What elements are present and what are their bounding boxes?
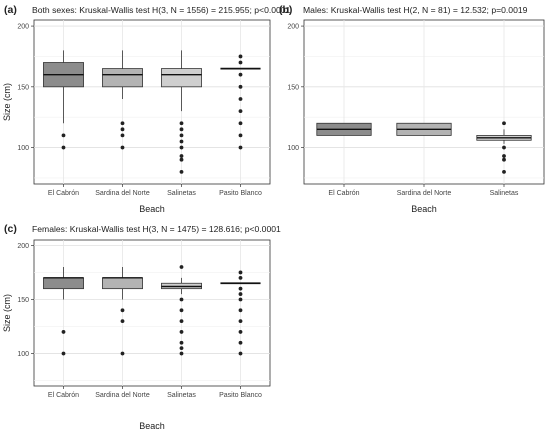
outlier-point (120, 308, 125, 313)
outlier-point (238, 297, 243, 302)
outlier-point (120, 127, 125, 132)
outlier-point (179, 330, 184, 334)
outlier-point (502, 154, 506, 158)
box-body (43, 277, 84, 290)
panel-b-title: Males: Kruskal-Wallis test H(2, N = 81) … (303, 5, 528, 15)
panel-b-ytick-label: 200 (287, 24, 299, 31)
outlier-point (502, 121, 506, 126)
outlier-point (238, 109, 243, 114)
outlier-point (238, 308, 243, 313)
panel-b-xtick-label: Salinetas (490, 190, 519, 197)
outlier-point (179, 154, 184, 158)
panel-c-ytick-label: 150 (17, 297, 29, 304)
outlier-point (179, 265, 184, 269)
panel-c-y-axis-title: Size (cm) (2, 294, 12, 332)
outlier-point (61, 351, 66, 356)
panel-a-xtick-label: El Cabrón (48, 190, 79, 197)
outlier-point (238, 351, 243, 356)
panel-a-xtick-label: Sardina del Norte (95, 190, 150, 197)
panel-b-ytick-label: 100 (287, 145, 299, 152)
outlier-point (179, 157, 184, 162)
outlier-point (502, 157, 506, 162)
panel-a-ytick-label: 100 (17, 145, 29, 152)
outlier-point (238, 133, 243, 138)
panel-a-label: (a) (4, 4, 17, 16)
outlier-point (179, 351, 184, 356)
outlier-point (120, 145, 125, 150)
outlier-point (238, 340, 243, 345)
outlier-point (238, 286, 243, 291)
panel-a-y-axis-title: Size (cm) (2, 83, 12, 121)
outlier-point (238, 275, 243, 280)
panel-c-x-axis-title: Beach (139, 421, 165, 431)
panel-a-x-axis-title: Beach (139, 204, 165, 214)
panel-c-xtick-label: Salinetas (167, 392, 196, 399)
panel-c-title: Females: Kruskal-Wallis test H(3, N = 14… (32, 224, 281, 234)
panel-a-frame (33, 19, 271, 185)
panel-a-xtick-label: Salinetas (167, 190, 196, 197)
panel-a-xtick-label: Pasito Blanco (219, 190, 262, 197)
outlier-point (179, 127, 184, 132)
outlier-point (179, 319, 184, 324)
outlier-point (502, 169, 506, 174)
panel-c-ytick-label: 100 (17, 351, 29, 358)
outlier-point (238, 72, 243, 77)
outlier-point (120, 351, 125, 356)
outlier-point (61, 330, 66, 334)
panel-b-x-axis-title: Beach (411, 204, 437, 214)
box-body (102, 68, 143, 88)
outlier-point (179, 139, 184, 144)
box-body (102, 277, 143, 290)
outlier-point (238, 270, 243, 275)
panel-c-frame (33, 239, 271, 387)
panel-b-xtick-label: El Cabrón (328, 190, 359, 197)
outlier-point (120, 133, 125, 138)
outlier-point (179, 308, 184, 313)
outlier-point (120, 121, 125, 126)
outlier-point (238, 60, 243, 65)
panel-b-xtick-label: Sardina del Norte (397, 190, 452, 197)
outlier-point (179, 121, 184, 126)
panel-a-ytick-label: 200 (17, 24, 29, 31)
outlier-point (238, 97, 243, 101)
outlier-point (179, 169, 184, 174)
outlier-point (238, 121, 243, 126)
panel-b-label: (b) (279, 4, 293, 16)
panel-c-xtick-label: El Cabrón (48, 392, 79, 399)
outlier-point (120, 319, 125, 324)
outlier-point (238, 54, 243, 59)
panel-c-xtick-label: Sardina del Norte (95, 392, 150, 399)
outlier-point (502, 145, 506, 150)
outlier-point (238, 145, 243, 150)
panel-b-ytick-label: 150 (287, 84, 299, 91)
outlier-point (179, 145, 184, 150)
panel-c-xtick-label: Pasito Blanco (219, 392, 262, 399)
outlier-point (179, 346, 184, 351)
outlier-point (61, 145, 66, 150)
outlier-point (238, 330, 243, 334)
outlier-point (179, 133, 184, 138)
outlier-point (179, 297, 184, 302)
outlier-point (238, 292, 243, 296)
panel-c-ytick-label: 200 (17, 243, 29, 250)
panel-a-title: Both sexes: Kruskal-Wallis test H(3, N =… (32, 5, 291, 15)
outlier-point (61, 133, 66, 138)
box-body (161, 68, 202, 88)
panel-c-label: (c) (4, 223, 17, 235)
outlier-point (238, 84, 243, 89)
outlier-point (179, 340, 184, 345)
outlier-point (238, 319, 243, 324)
panel-a-ytick-label: 150 (17, 84, 29, 91)
